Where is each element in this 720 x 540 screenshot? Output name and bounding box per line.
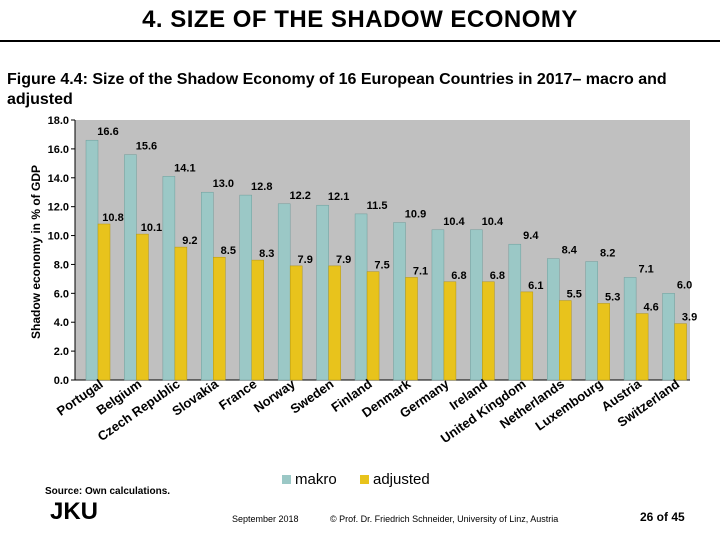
data-label-makro: 9.4: [523, 230, 539, 242]
data-label-adjusted: 7.1: [413, 265, 428, 277]
y-tick-label: 10.0: [48, 231, 69, 243]
figure-caption: Figure 4.4: Size of the Shadow Economy o…: [7, 71, 667, 108]
data-label-makro: 12.2: [289, 190, 310, 202]
data-label-adjusted: 7.9: [336, 254, 351, 266]
bar-adjusted: [674, 323, 687, 381]
bar-makro: [85, 139, 99, 381]
page-number: 26 of 45: [640, 510, 685, 524]
bar-adjusted: [328, 265, 341, 381]
data-label-makro: 10.4: [482, 216, 504, 228]
bar-adjusted: [213, 256, 226, 381]
source-note: Source: Own calculations.: [45, 486, 171, 497]
data-label-adjusted: 5.3: [605, 291, 620, 303]
data-label-makro: 8.4: [562, 245, 578, 257]
data-label-adjusted: 7.9: [298, 254, 313, 266]
data-label-makro: 14.1: [174, 162, 195, 174]
bar-adjusted: [635, 313, 649, 381]
bar-adjusted: [520, 291, 534, 381]
bar-adjusted: [443, 281, 457, 381]
data-label-adjusted: 9.2: [182, 235, 197, 247]
bar-makro: [585, 261, 598, 381]
y-tick-label: 18.0: [48, 115, 69, 127]
bar-adjusted: [251, 259, 264, 381]
data-label-makro: 15.6: [136, 141, 157, 153]
data-label-adjusted: 8.5: [221, 245, 236, 257]
bar-adjusted: [405, 277, 418, 381]
data-label-adjusted: 10.8: [102, 212, 123, 224]
bar-makro: [547, 258, 560, 381]
bar-makro: [470, 229, 483, 381]
legend-label-makro: makro: [295, 471, 337, 488]
data-label-makro: 12.1: [328, 191, 349, 203]
data-label-adjusted: 5.5: [567, 289, 582, 301]
data-label-adjusted: 4.6: [643, 302, 658, 314]
footer-date: September 2018: [232, 514, 299, 524]
jku-logo: JKU: [50, 498, 98, 524]
data-label-adjusted: 6.8: [490, 270, 505, 282]
data-label-makro: 13.0: [213, 178, 234, 190]
y-tick-label: 14.0: [48, 173, 69, 185]
bar-makro: [277, 203, 291, 381]
bar-adjusted: [482, 281, 495, 381]
y-tick-label: 12.0: [48, 202, 69, 214]
data-label-makro: 12.8: [251, 181, 272, 193]
data-label-makro: 16.6: [97, 126, 118, 138]
data-label-makro: 11.5: [367, 200, 388, 212]
title-divider: [0, 40, 720, 42]
data-label-makro: 7.1: [638, 263, 653, 275]
data-label-makro: 10.4: [443, 216, 465, 228]
bar-makro: [431, 229, 445, 381]
logo-text: JKU: [50, 498, 98, 524]
bar-makro: [239, 194, 252, 381]
bar-makro: [508, 243, 522, 381]
bar-adjusted: [174, 246, 188, 381]
data-label-adjusted: 6.8: [451, 270, 466, 282]
bar-adjusted: [366, 271, 380, 381]
data-label-makro: 6.0: [677, 279, 692, 291]
bar-adjusted: [289, 265, 303, 381]
bar-makro: [162, 176, 176, 381]
y-tick-label: 4.0: [54, 317, 69, 329]
bar-makro: [354, 213, 368, 381]
bar-makro: [393, 222, 406, 381]
y-tick-label: 8.0: [54, 259, 69, 271]
bar-makro: [662, 293, 675, 381]
legend-swatch-makro: [282, 475, 291, 484]
bar-makro: [124, 154, 137, 381]
data-label-makro: 10.9: [405, 209, 426, 221]
data-label-adjusted: 6.1: [528, 280, 543, 292]
x-category-label: Sweden: [288, 376, 337, 416]
bar-makro: [201, 191, 214, 381]
bar-makro: [316, 204, 329, 381]
legend-swatch-adjusted: [360, 475, 369, 484]
y-tick-label: 6.0: [54, 288, 69, 300]
data-label-adjusted: 10.1: [141, 222, 162, 234]
bar-adjusted: [136, 233, 149, 381]
y-tick-label: 2.0: [54, 346, 69, 358]
data-label-adjusted: 8.3: [259, 248, 274, 260]
bar-adjusted: [97, 223, 111, 381]
y-axis-title: Shadow economy in % of GDP: [29, 165, 43, 339]
data-label-adjusted: 3.9: [682, 312, 697, 324]
data-label-makro: 8.2: [600, 248, 615, 260]
bar-adjusted: [559, 300, 572, 381]
data-label-adjusted: 7.5: [374, 260, 389, 272]
footer-copyright: © Prof. Dr. Friedrich Schneider, Univers…: [330, 514, 559, 524]
bar-adjusted: [597, 303, 610, 381]
y-tick-label: 0.0: [54, 375, 69, 387]
slide-title: 4. SIZE OF THE SHADOW ECONOMY: [142, 6, 578, 33]
y-tick-label: 16.0: [48, 144, 69, 156]
bar-makro: [623, 277, 637, 381]
legend-label-adjusted: adjusted: [373, 471, 430, 488]
